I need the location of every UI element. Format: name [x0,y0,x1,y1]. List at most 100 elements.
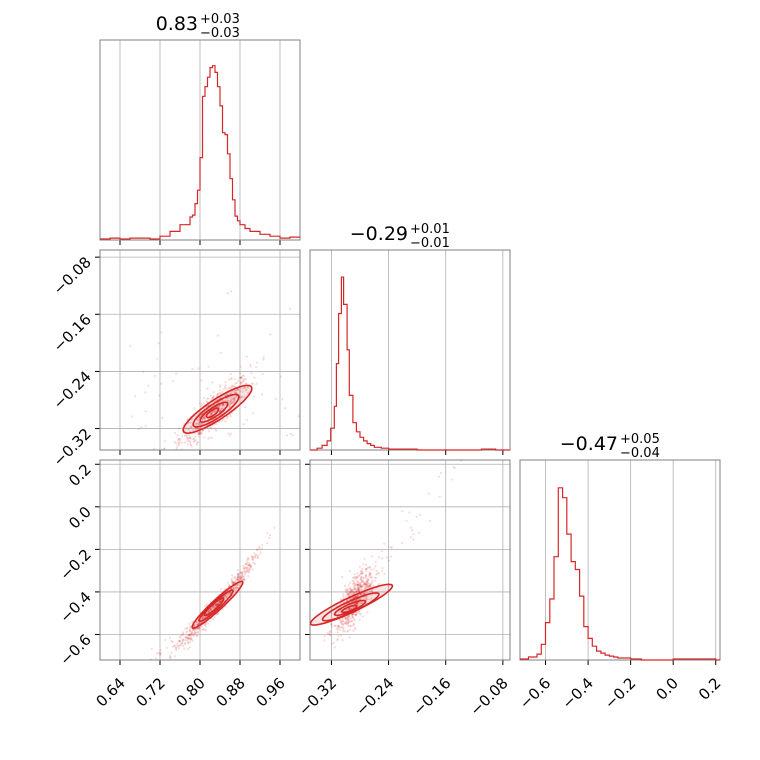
sample-point [261,393,264,396]
sample-point [411,529,414,532]
sample-point [363,582,366,585]
sample-point [226,415,229,418]
sample-point [353,573,356,576]
sample-point [354,613,357,616]
sample-point [365,570,368,573]
sample-point [188,646,191,649]
sample-point [229,415,232,418]
sample-point [176,434,179,437]
sample-point [346,589,349,592]
y-tick-label: −0.24 [50,368,95,413]
sample-point [213,409,216,412]
sample-point [352,586,355,589]
sample-point [194,632,197,635]
sample-point [175,446,179,449]
sample-point [353,587,356,591]
sample-point [177,644,180,647]
sample-point [348,592,351,596]
sample-point [336,638,339,641]
sample-point [355,576,359,579]
sample-point [362,592,365,595]
sample-point [401,541,404,544]
sample-point [231,384,234,388]
sample-point [237,584,240,587]
sample-point [197,422,200,425]
sample-point [228,584,231,587]
sample-point [330,623,333,626]
sample-point [232,397,235,400]
sample-point [209,411,213,414]
sample-point [208,414,211,417]
sample-point [250,372,253,375]
sample-point [193,628,197,631]
sample-point [178,635,181,638]
sample-point [173,655,177,658]
sample-point [346,618,349,621]
sample-point [168,656,172,659]
sample-point [366,585,369,588]
sample-point [225,387,228,390]
sample-point [340,598,343,601]
sample-point [163,447,166,450]
sample-point [225,596,228,599]
title-minus-1: −0.01 [410,236,450,251]
sample-point [235,388,238,391]
sample-point [366,584,369,588]
sample-point [349,620,352,624]
sample-point [467,447,469,449]
sample-point [181,640,184,643]
sample-point [349,625,352,628]
sample-point [357,583,361,586]
sample-point [357,587,360,590]
sample-point [428,520,431,523]
sample-point [243,567,246,570]
sample-point [155,652,158,655]
sample-point [239,577,242,580]
sample-point [188,430,191,433]
sample-point [371,555,374,558]
sample-point [186,437,189,440]
sample-point [198,431,201,434]
sample-point [249,563,252,566]
sample-point [144,391,147,394]
sample-point [336,631,339,634]
sample-point [239,390,242,393]
sample-point [323,635,326,638]
sample-point [153,447,156,450]
sample-point [365,568,368,571]
sample-point [134,395,137,398]
sample-point [337,626,340,630]
sample-point [348,607,351,610]
sample-point [229,399,232,402]
x-tick-label: −0.08 [466,674,511,719]
sample-point [439,471,443,475]
sample-point [243,386,246,389]
sample-point [216,401,219,405]
sample-point [351,616,354,619]
sample-point [231,587,234,590]
sample-point [345,620,349,623]
sample-point [261,373,264,376]
sample-point [239,381,242,384]
sample-point [370,596,373,599]
sample-point [381,557,384,560]
sample-point [195,443,198,446]
sample-point [212,411,215,414]
sample-point [245,418,248,422]
sample-point [192,440,195,443]
sample-point [204,623,207,626]
sample-point [233,397,236,400]
sample-point [164,440,167,443]
sample-point [189,632,192,636]
sample-point [160,331,163,334]
contour-level-2 [203,597,225,617]
sample-point [245,562,248,565]
sample-point [235,584,238,587]
sample-point [351,616,355,619]
sample-point [130,671,132,673]
sample-point [347,621,350,624]
sample-point [213,604,216,607]
sample-point [361,585,364,588]
sample-point [353,576,357,579]
